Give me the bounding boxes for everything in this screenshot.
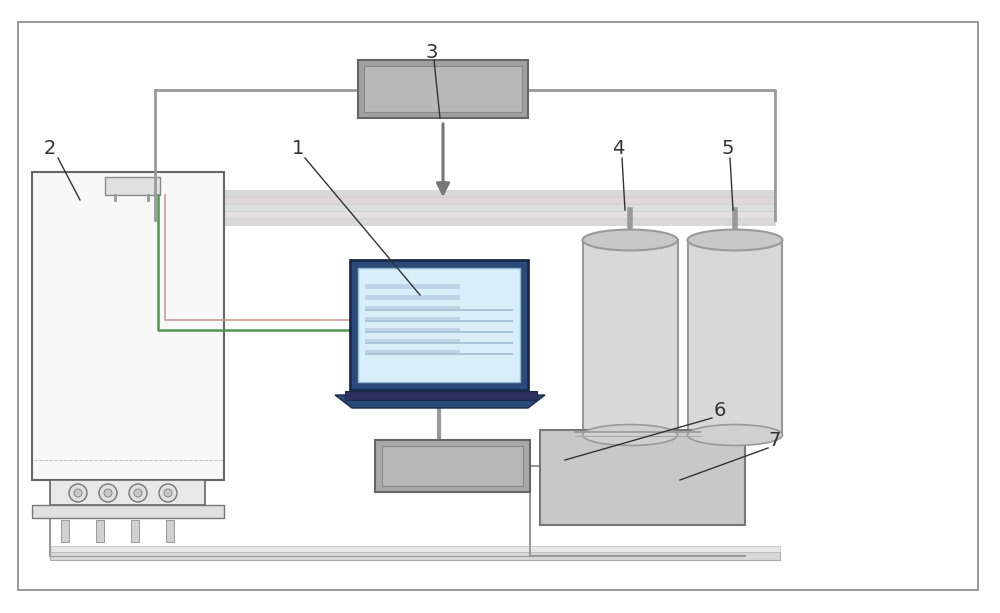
FancyBboxPatch shape [155, 197, 775, 204]
FancyBboxPatch shape [364, 66, 522, 112]
FancyBboxPatch shape [155, 218, 775, 225]
FancyBboxPatch shape [365, 350, 460, 355]
Polygon shape [335, 395, 545, 408]
FancyBboxPatch shape [365, 284, 460, 289]
Text: 7: 7 [769, 430, 781, 449]
FancyBboxPatch shape [365, 308, 513, 311]
Text: 1: 1 [292, 139, 304, 158]
Ellipse shape [134, 489, 142, 497]
FancyBboxPatch shape [350, 260, 528, 390]
FancyBboxPatch shape [155, 204, 775, 211]
FancyBboxPatch shape [166, 520, 174, 542]
FancyBboxPatch shape [365, 352, 513, 355]
Ellipse shape [99, 484, 117, 502]
FancyBboxPatch shape [96, 520, 104, 542]
FancyBboxPatch shape [365, 306, 460, 311]
FancyBboxPatch shape [582, 240, 678, 435]
FancyBboxPatch shape [155, 190, 775, 197]
FancyBboxPatch shape [365, 319, 513, 322]
Text: 2: 2 [44, 139, 56, 158]
Ellipse shape [582, 425, 678, 446]
FancyBboxPatch shape [50, 480, 205, 505]
FancyBboxPatch shape [540, 430, 745, 525]
FancyBboxPatch shape [358, 268, 520, 382]
FancyBboxPatch shape [375, 440, 530, 492]
FancyBboxPatch shape [345, 391, 537, 400]
Ellipse shape [688, 425, 782, 446]
FancyBboxPatch shape [105, 177, 160, 195]
Ellipse shape [164, 489, 172, 497]
FancyBboxPatch shape [131, 520, 139, 542]
Ellipse shape [104, 489, 112, 497]
Text: 6: 6 [714, 400, 726, 419]
FancyBboxPatch shape [61, 520, 69, 542]
FancyBboxPatch shape [32, 172, 224, 480]
FancyBboxPatch shape [365, 330, 513, 333]
Text: 5: 5 [722, 139, 734, 158]
FancyBboxPatch shape [50, 552, 780, 560]
FancyBboxPatch shape [382, 446, 523, 486]
FancyBboxPatch shape [155, 211, 775, 218]
Ellipse shape [688, 229, 782, 251]
Text: 3: 3 [426, 42, 438, 61]
FancyBboxPatch shape [32, 505, 224, 518]
Ellipse shape [159, 484, 177, 502]
Ellipse shape [74, 489, 82, 497]
Ellipse shape [69, 484, 87, 502]
FancyBboxPatch shape [365, 328, 460, 333]
Ellipse shape [582, 229, 678, 251]
Text: 4: 4 [612, 139, 624, 158]
FancyBboxPatch shape [50, 546, 780, 552]
FancyBboxPatch shape [365, 295, 460, 300]
FancyBboxPatch shape [358, 60, 528, 118]
Ellipse shape [129, 484, 147, 502]
FancyBboxPatch shape [365, 317, 460, 322]
FancyBboxPatch shape [365, 341, 513, 344]
FancyBboxPatch shape [688, 240, 782, 435]
FancyBboxPatch shape [365, 339, 460, 344]
